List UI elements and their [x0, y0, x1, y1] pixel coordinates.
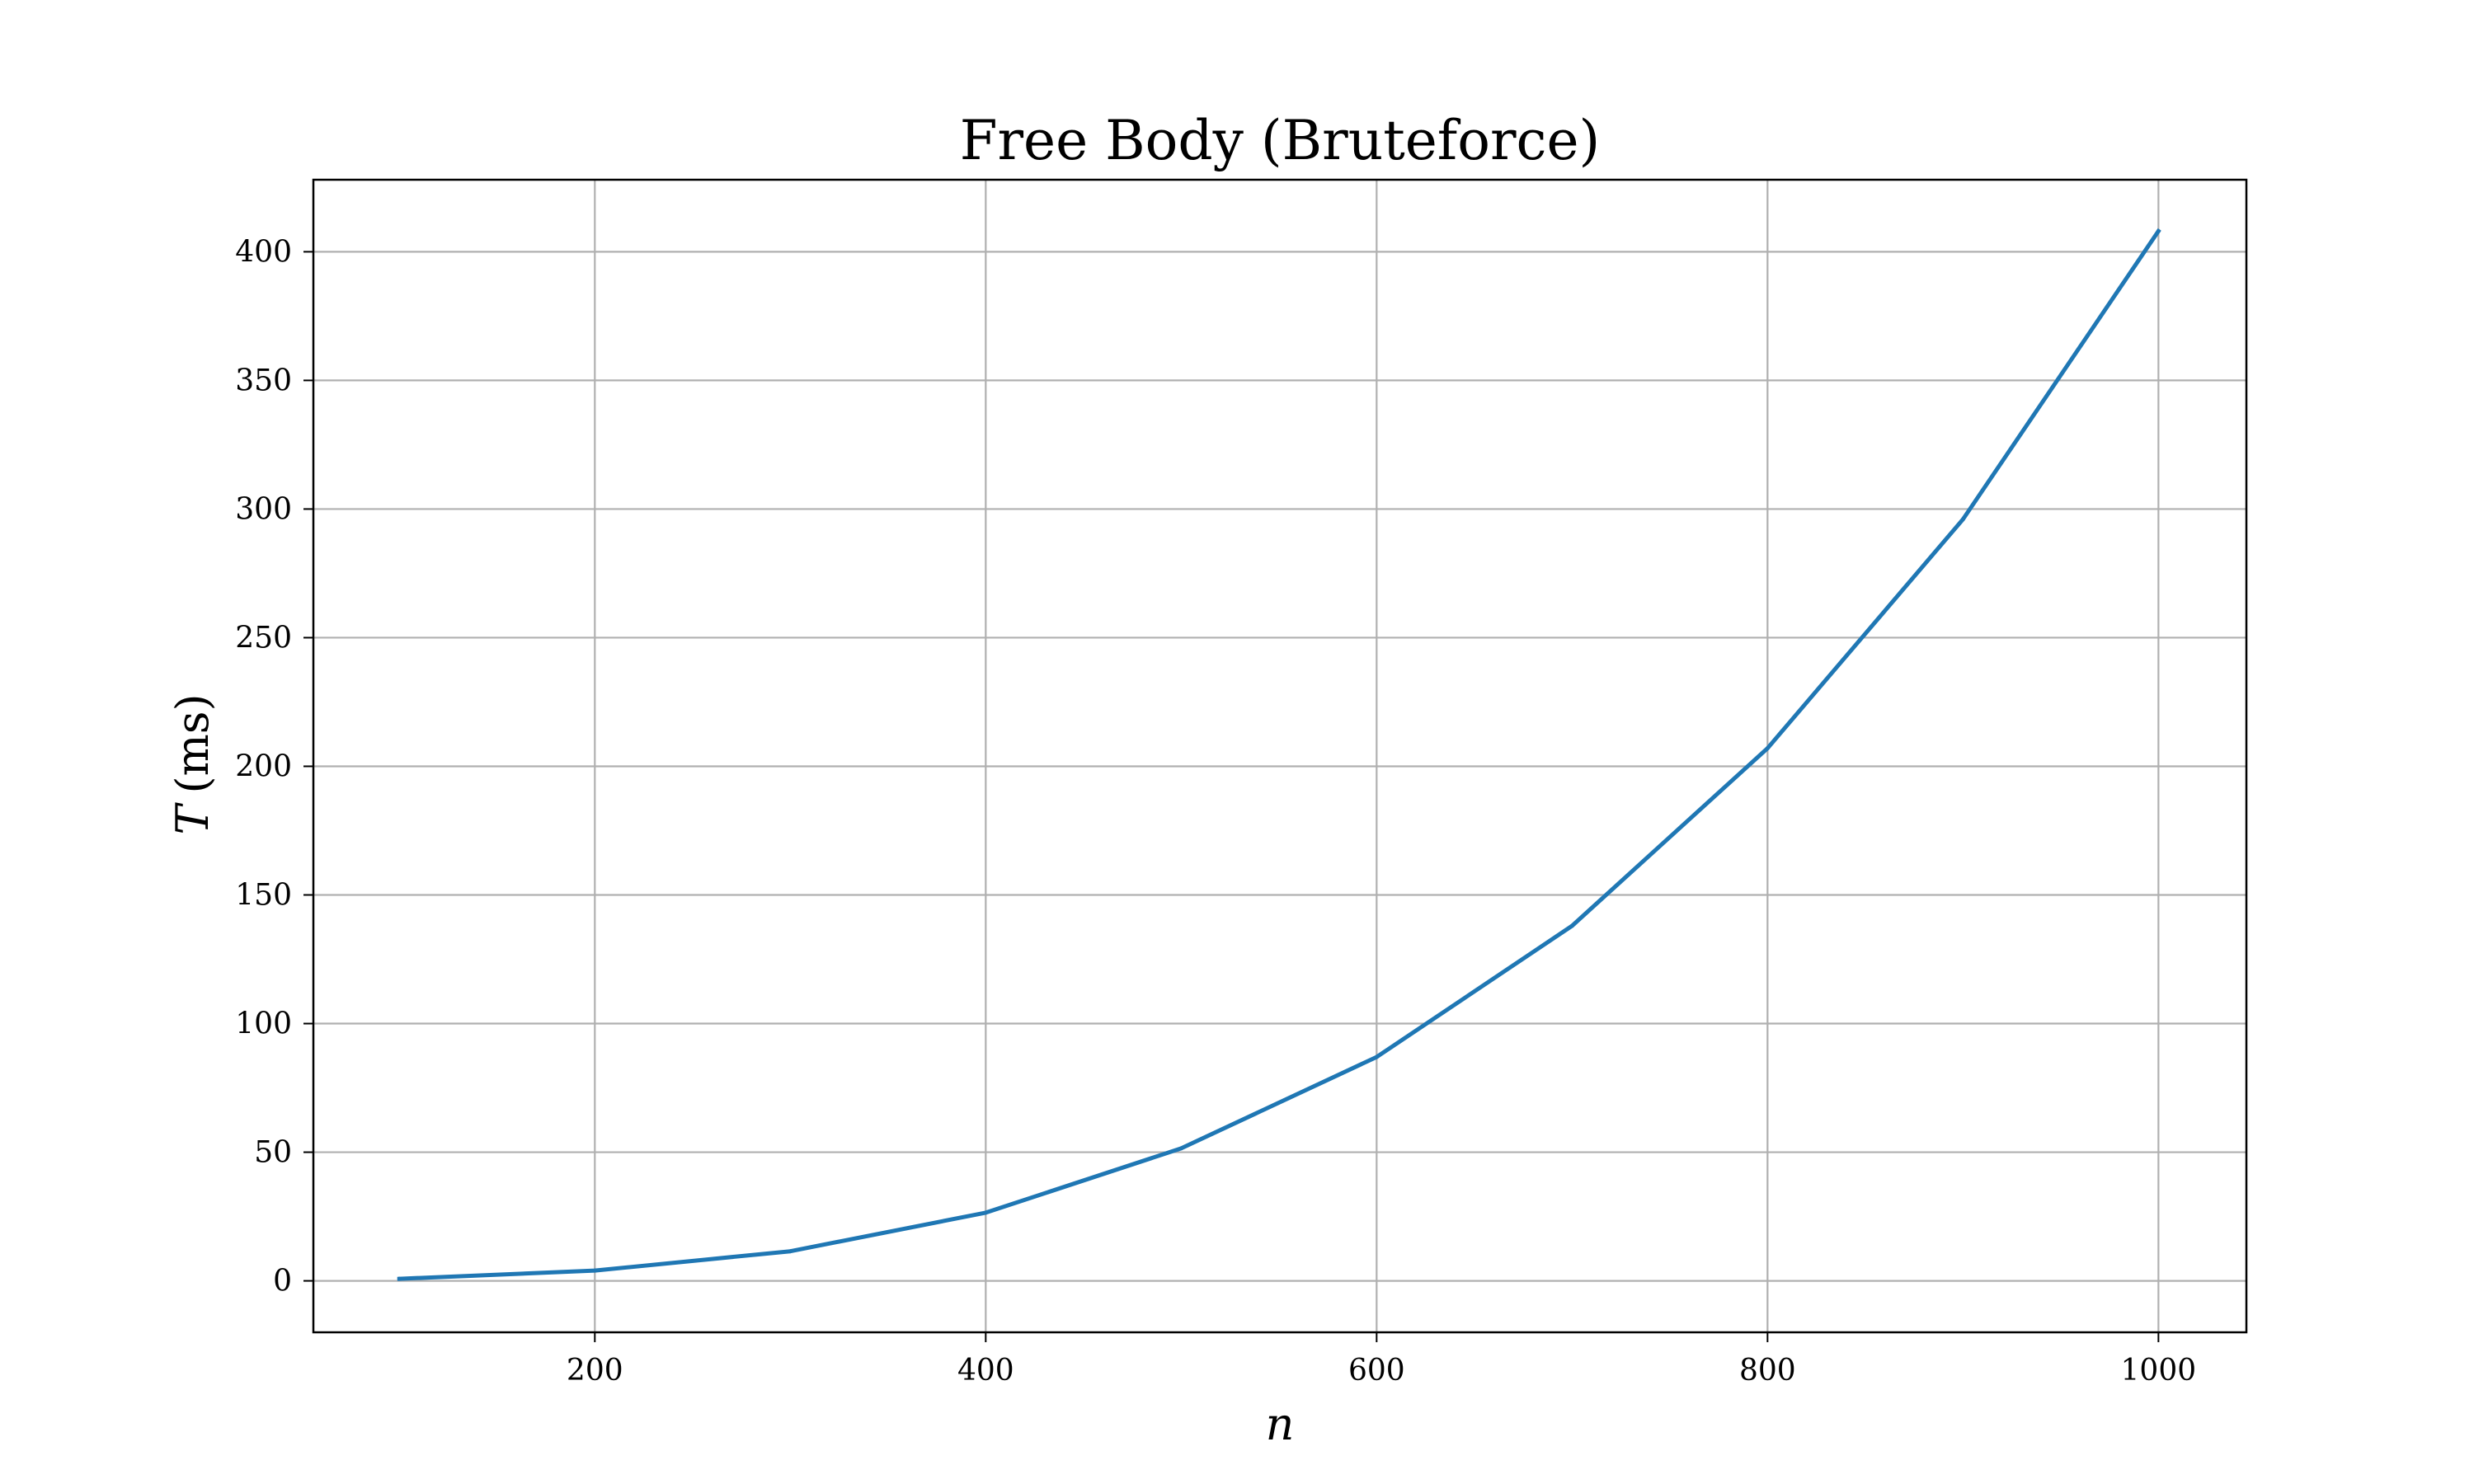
plot-frame	[312, 178, 2248, 1334]
y-tick-label: 0	[273, 1265, 292, 1298]
x-tick-label: 600	[1348, 1354, 1405, 1388]
y-tick-label: 250	[235, 621, 292, 655]
x-axis-label: n	[1266, 1398, 1295, 1450]
data-point	[788, 1249, 793, 1254]
chart-title: Free Body (Bruteforce)	[960, 109, 1601, 172]
data-point	[1960, 517, 1965, 522]
series-layer	[397, 228, 2161, 1281]
grid	[313, 180, 2246, 1332]
x-tick-label: 200	[567, 1354, 623, 1388]
data-point	[983, 1210, 988, 1215]
data-point	[1178, 1146, 1183, 1151]
y-tick-label: 200	[235, 749, 292, 783]
y-tick-label: 350	[235, 364, 292, 397]
y-tick-label: 300	[235, 492, 292, 526]
series-line-0	[397, 228, 2161, 1281]
y-axis-label-variable: T	[167, 802, 219, 835]
data-point	[1374, 1054, 1379, 1059]
data-point	[1765, 746, 1770, 751]
y-axis-label-unit: (ms)	[167, 693, 219, 793]
y-tick-label: 100	[235, 1007, 292, 1041]
y-tick-label: 150	[235, 879, 292, 913]
data-point	[592, 1268, 597, 1273]
data-point	[1569, 923, 1574, 928]
x-tick-label: 400	[957, 1354, 1014, 1388]
data-point	[397, 1276, 402, 1281]
y-axis-label: T (ms)	[167, 693, 219, 834]
ticks: 200 400 600 800 1000 0 50 100 150 200 250 300 350 400	[235, 235, 2196, 1388]
x-tick-label: 1000	[2121, 1354, 2197, 1388]
data-point	[2156, 228, 2161, 233]
y-tick-label: 50	[254, 1136, 292, 1170]
x-tick-label: 800	[1739, 1354, 1796, 1388]
y-tick-label: 400	[235, 235, 292, 269]
